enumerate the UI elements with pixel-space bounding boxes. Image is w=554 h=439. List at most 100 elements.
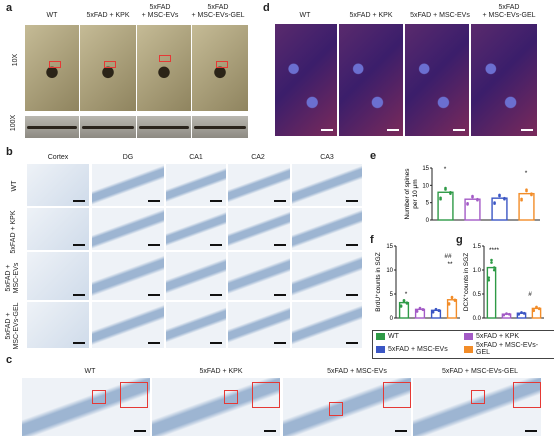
data-point bbox=[476, 197, 479, 201]
data-point bbox=[498, 193, 501, 197]
significance-label: **** bbox=[489, 247, 500, 254]
data-point bbox=[492, 266, 496, 269]
y-tick-label: 15 bbox=[386, 244, 393, 250]
data-point bbox=[487, 278, 491, 282]
panel-b-image-r2-c4 bbox=[228, 208, 290, 250]
panel-d-image-kpk bbox=[339, 24, 403, 136]
panel-b-col-cortex: Cortex bbox=[47, 154, 69, 161]
panel-a-image-evs-gel bbox=[192, 25, 248, 111]
scale-bar bbox=[73, 200, 85, 202]
significance-label: * bbox=[444, 166, 447, 173]
y-tick-label: 1.5 bbox=[473, 244, 482, 250]
legend-label: 5xFAD + MSC-EVs bbox=[388, 345, 448, 353]
panel-b-image-r4-c3 bbox=[166, 302, 226, 348]
panel-b-col-ca2: CA2 bbox=[251, 154, 265, 161]
panel-c-image-evs-gel bbox=[413, 378, 541, 436]
panel-c-label: c bbox=[6, 354, 13, 366]
scale-bar bbox=[346, 200, 358, 202]
y-tick-label: 0 bbox=[426, 218, 430, 224]
data-point bbox=[520, 197, 523, 201]
data-point bbox=[449, 190, 452, 194]
panel-b-image-r1-c1 bbox=[27, 164, 89, 206]
panel-b-image-r2-c5 bbox=[292, 208, 362, 250]
scale-bar bbox=[73, 244, 85, 246]
panel-b-image-r3-c3 bbox=[166, 252, 226, 300]
legend-swatch bbox=[376, 345, 385, 353]
panel-a-spine-kpk bbox=[80, 116, 136, 138]
bar-3 bbox=[491, 197, 508, 221]
data-point bbox=[507, 312, 511, 316]
data-point bbox=[530, 192, 533, 195]
panel-b-image-r3-c5 bbox=[292, 252, 362, 300]
data-point bbox=[503, 196, 506, 200]
data-point bbox=[421, 308, 425, 311]
panel-c-col-3: 5xFAD + MSC-EVs bbox=[327, 368, 387, 375]
data-point bbox=[537, 307, 541, 310]
y-tick-label: 10 bbox=[386, 268, 393, 274]
panel-e-label: e bbox=[370, 150, 377, 162]
panel-d-image-evs bbox=[405, 24, 469, 136]
panel-b-image-r1-c4 bbox=[228, 164, 290, 206]
panel-a-col-3: 5xFAD + MSC-EVs bbox=[141, 4, 179, 19]
bar-1 bbox=[437, 191, 454, 221]
significance-label: ## bbox=[444, 253, 452, 260]
legend-label: WT bbox=[388, 333, 399, 340]
panel-b-image-r4-c5 bbox=[292, 302, 362, 348]
panel-b-image-r2-c1 bbox=[27, 208, 89, 250]
panel-d-label: d bbox=[263, 2, 270, 14]
data-point bbox=[490, 258, 493, 262]
data-point bbox=[522, 311, 526, 315]
data-point bbox=[492, 268, 496, 272]
y-axis-label: Number of spinesper 10 μm bbox=[404, 168, 419, 220]
panel-b-image-r4-c2 bbox=[92, 302, 164, 348]
panel-a-label: a bbox=[6, 2, 13, 14]
panel-a-col-1: WT bbox=[46, 12, 58, 19]
y-axis-label: BrdU⁺counts in SGZ bbox=[375, 252, 382, 311]
scale-bar bbox=[210, 244, 222, 246]
data-point bbox=[490, 261, 493, 264]
panel-d-col-3: 5xFAD + MSC-EVs bbox=[410, 12, 470, 19]
panel-b-col-ca1: CA1 bbox=[189, 154, 203, 161]
significance-label: ** bbox=[447, 261, 453, 268]
data-point bbox=[487, 276, 491, 279]
legend: WT 5xFAD + KPK 5xFAD + MSC-EVs 5xFAD + M… bbox=[372, 330, 554, 359]
panel-b-col-dg: DG bbox=[122, 154, 134, 161]
panel-c-col-1: WT bbox=[84, 368, 96, 375]
panel-a-image-wt bbox=[25, 25, 79, 111]
scale-bar bbox=[148, 200, 160, 202]
y-tick-label: 5 bbox=[390, 292, 394, 298]
data-point bbox=[453, 298, 457, 302]
legend-item-kpk: 5xFAD + KPK bbox=[464, 333, 552, 340]
panel-b-col-ca3: CA3 bbox=[320, 154, 334, 161]
data-point bbox=[502, 313, 506, 317]
scale-bar bbox=[148, 342, 160, 344]
y-tick-label: 1.0 bbox=[473, 268, 482, 274]
data-point bbox=[517, 312, 521, 316]
scale-bar bbox=[148, 294, 160, 296]
data-point bbox=[493, 201, 496, 204]
data-point bbox=[431, 310, 435, 314]
panel-b-image-r2-c3 bbox=[166, 208, 226, 250]
panel-b-image-r3-c4 bbox=[228, 252, 290, 300]
panel-a-col-4: 5xFAD + MSC-EVs-GEL bbox=[191, 4, 245, 19]
panel-a-image-kpk bbox=[80, 25, 136, 111]
panel-b-image-r4-c4 bbox=[228, 302, 290, 348]
panel-d-image-evs-gel bbox=[471, 24, 537, 136]
legend-item-evs-gel: 5xFAD + MSC-EVs-GEL bbox=[464, 342, 552, 356]
panel-b-image-r3-c2 bbox=[92, 252, 164, 300]
legend-swatch bbox=[464, 345, 473, 353]
data-point bbox=[471, 194, 474, 198]
scale-bar bbox=[274, 342, 286, 344]
panel-a-spine-evs bbox=[137, 116, 191, 138]
data-point bbox=[415, 309, 419, 313]
y-tick-label: 5 bbox=[426, 201, 430, 207]
scale-bar bbox=[210, 294, 222, 296]
panel-c-col-2: 5xFAD + KPK bbox=[199, 368, 243, 375]
panel-b-image-r1-c2 bbox=[92, 164, 164, 206]
y-tick-label: 0.0 bbox=[473, 316, 482, 322]
data-point bbox=[447, 302, 451, 305]
scale-bar bbox=[274, 200, 286, 202]
bar-4 bbox=[446, 299, 458, 319]
panel-c-image-evs bbox=[283, 378, 411, 436]
bar-1 bbox=[486, 266, 497, 319]
